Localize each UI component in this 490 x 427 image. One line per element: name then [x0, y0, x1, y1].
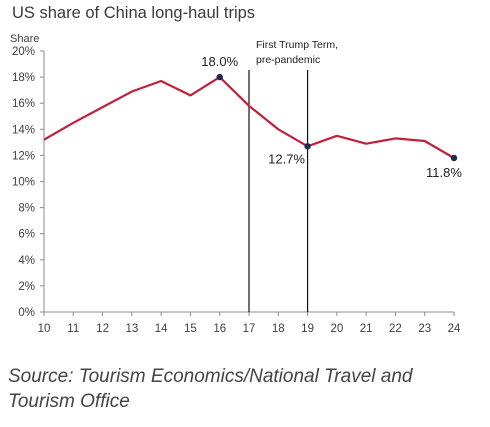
y-tick-label: 2% — [18, 281, 35, 293]
line-chart: Share 0% 2% 4% 6% 8% 10% 12% 14% 16% 18% 20% 10 11 12 1… — [10, 33, 462, 335]
y-tick-label: 6% — [18, 229, 35, 241]
y-tick-label: 0% — [18, 307, 35, 319]
axes: Share 0% 2% 4% 6% 8% 10% 12% 14% 16% 18% 20% 10 11 12 1… — [10, 33, 461, 335]
x-tick-label: 23 — [418, 323, 431, 335]
annotation-text: First Trump Term, — [256, 39, 338, 51]
x-tick-label: 20 — [330, 323, 343, 335]
x-tick-label: 15 — [184, 323, 197, 335]
x-tick-label: 16 — [213, 323, 226, 335]
data-labels: 18.0% 12.7% 11.8% — [201, 54, 462, 180]
y-tick-label: 16% — [12, 98, 35, 110]
y-tick-label: 14% — [12, 124, 35, 136]
y-axis-title: Share — [10, 33, 39, 45]
x-tick-label: 11 — [67, 323, 79, 335]
data-point-marker — [450, 154, 458, 162]
x-tick-label: 14 — [155, 323, 168, 335]
x-tick-label: 18 — [272, 323, 285, 335]
series — [43, 75, 455, 159]
x-tick-label: 24 — [448, 323, 461, 335]
y-tick-label: 20% — [12, 46, 35, 58]
chart-title: US share of China long-haul trips — [12, 4, 256, 22]
x-tick-label: 21 — [360, 323, 373, 335]
data-point-label: 18.0% — [201, 54, 238, 69]
y-tick-label: 18% — [12, 72, 35, 84]
series-line — [43, 75, 455, 159]
reference-lines: First Trump Term, pre-pandemic — [248, 39, 338, 312]
data-point-label: 11.8% — [426, 165, 462, 180]
x-tick-label: 10 — [38, 323, 51, 335]
y-tick-label: 8% — [18, 203, 35, 215]
data-point-label: 12.7% — [268, 151, 305, 166]
source-note: Source: Tourism Economics/National Trave… — [8, 366, 413, 412]
data-point-marker — [304, 143, 311, 150]
data-point-marker — [216, 73, 223, 81]
annotation-text: pre-pandemic — [256, 54, 320, 66]
y-tick-label: 10% — [12, 177, 35, 189]
x-tick-label: 13 — [125, 323, 138, 335]
x-tick-label: 22 — [389, 323, 402, 335]
x-tick-label: 19 — [301, 323, 314, 335]
y-tick-label: 12% — [12, 150, 35, 162]
x-tick-label: 12 — [96, 323, 109, 335]
x-tick-label: 17 — [243, 323, 256, 335]
y-tick-label: 4% — [18, 255, 35, 267]
